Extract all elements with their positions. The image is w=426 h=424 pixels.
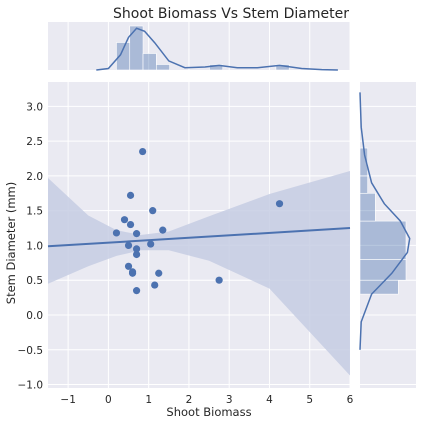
data-point xyxy=(120,216,129,224)
y-tick-label: −1.0 xyxy=(18,380,44,392)
chart-title: Shoot Biomass Vs Stem Diameter xyxy=(113,6,349,22)
x-tick-label: 2 xyxy=(186,394,193,406)
y-tick-label: −0.5 xyxy=(18,345,44,357)
y-tick-label: 1.0 xyxy=(26,240,43,252)
x-histogram-bar xyxy=(142,53,157,71)
x-tick-label: 1 xyxy=(145,394,152,406)
y-marginal-background xyxy=(360,82,416,388)
y-marginal-distribution xyxy=(359,82,416,388)
y-axis-label: Stem Diameter (mm) xyxy=(4,182,18,304)
x-histogram-bar xyxy=(209,64,224,71)
data-point xyxy=(151,281,159,289)
data-point xyxy=(155,269,163,277)
data-point xyxy=(159,226,167,234)
x-tick-label: 0 xyxy=(105,394,112,406)
x-tick-label: 5 xyxy=(306,394,313,406)
data-point xyxy=(215,276,223,284)
data-point xyxy=(147,240,155,248)
y-tick-label: 2.5 xyxy=(26,136,43,148)
x-tick-label: 4 xyxy=(266,394,273,406)
x-marginal-background xyxy=(48,22,350,70)
x-histogram-bar xyxy=(156,64,170,71)
x-marginal-distribution xyxy=(48,22,351,71)
scatter-plot-area: −1 0 1 2 3 4 5 6 −1.0 −0.5 0.0 0.5 1.0 1.5 2.0 2.5 3.0 xyxy=(18,82,354,406)
y-tick-label: 0.5 xyxy=(26,275,43,287)
data-point xyxy=(132,250,141,259)
confidence-band xyxy=(48,171,350,376)
data-point xyxy=(126,220,135,229)
y-kde-curve xyxy=(359,92,411,350)
y-histogram-bar xyxy=(359,192,376,222)
data-point xyxy=(149,207,157,215)
data-point xyxy=(124,262,133,270)
data-point xyxy=(128,269,137,277)
x-tick-label: 6 xyxy=(347,394,354,406)
x-kde-curve xyxy=(96,27,338,71)
data-point xyxy=(126,191,135,199)
data-point xyxy=(275,200,284,208)
data-point xyxy=(124,241,133,250)
data-point xyxy=(112,229,121,237)
x-tick-label: −1 xyxy=(60,394,75,406)
data-point xyxy=(132,287,141,295)
data-point xyxy=(132,245,141,253)
data-point xyxy=(132,230,141,238)
x-axis-label: Shoot Biomass xyxy=(166,405,251,419)
regression-line xyxy=(47,227,351,248)
y-tick-label: 0.0 xyxy=(26,310,43,322)
y-histogram-bar xyxy=(359,220,407,260)
y-histogram-bar xyxy=(359,175,368,194)
x-tick-label: 3 xyxy=(226,394,233,406)
y-tick-label: 1.5 xyxy=(26,206,43,218)
y-tick-label: 2.0 xyxy=(26,171,43,183)
data-point xyxy=(139,147,147,156)
y-tick-label: 3.0 xyxy=(26,101,43,113)
x-histogram-bar xyxy=(129,25,144,71)
